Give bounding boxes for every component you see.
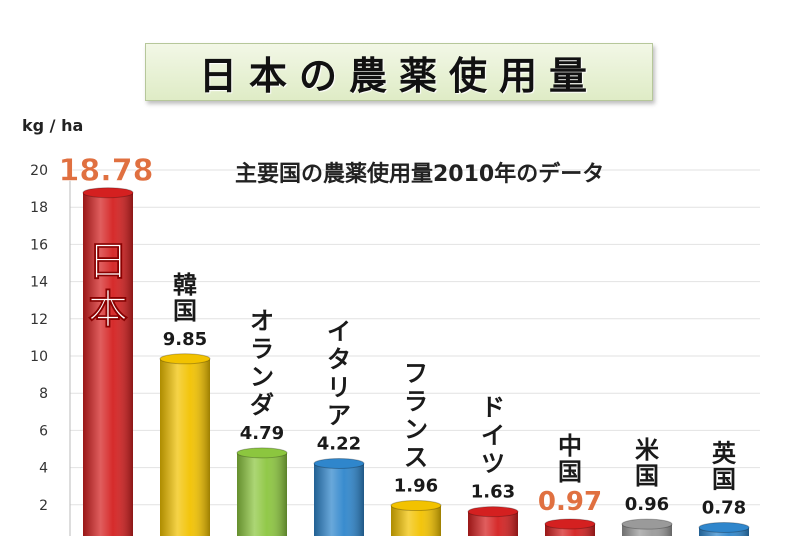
- bar-value-label: 1.63: [471, 482, 515, 503]
- y-tick-label: 18: [30, 200, 48, 216]
- bar-category-label: ア: [327, 402, 351, 430]
- y-tick-label: 20: [30, 163, 48, 179]
- bar-category-label: 国: [173, 297, 197, 325]
- bar-category-label: 韓: [173, 271, 197, 299]
- bar-category-label: タ: [327, 346, 351, 374]
- bar-shading: [314, 463, 364, 536]
- bar-category-label: フ: [404, 360, 428, 388]
- bar: [544, 518, 596, 536]
- bar-shading: [83, 192, 133, 536]
- bar-top: [159, 353, 211, 365]
- bar-category-label: 日: [88, 239, 128, 285]
- y-tick-label: 12: [30, 312, 48, 328]
- bar-category-label: ン: [404, 416, 428, 444]
- bar-category-label: 本: [88, 287, 128, 333]
- title-banner: 日本の農薬使用量: [145, 43, 653, 101]
- bar-category-label: 英: [712, 439, 737, 467]
- bar-top: [390, 500, 442, 512]
- bar-category-label: ツ: [481, 450, 505, 478]
- bar-shading: [237, 452, 287, 536]
- bar-top: [698, 521, 750, 533]
- bar-category-label: 国: [558, 458, 582, 486]
- y-tick-label: 14: [30, 275, 48, 291]
- bar: [313, 458, 365, 536]
- y-tick-label: 8: [39, 386, 48, 402]
- bar-category-label: イ: [481, 422, 505, 450]
- bars: [82, 187, 750, 536]
- chart-title: 日本の農薬使用量: [198, 53, 599, 98]
- bar-value-label: 4.22: [317, 434, 361, 455]
- bar-category-label: 米: [635, 436, 659, 464]
- bar-value-label: 4.79: [240, 423, 284, 444]
- bar-shading: [622, 524, 672, 536]
- bar-category-label: 国: [712, 465, 736, 493]
- y-axis: 2 4 6 8 10 12 14 16 18 20: [30, 163, 71, 536]
- bar-category-label: オ: [250, 307, 274, 335]
- bar-category-label: 国: [635, 462, 659, 490]
- bar-value-label: 9.85: [163, 329, 207, 350]
- bar: [236, 447, 288, 536]
- bar-top: [467, 506, 519, 518]
- bar-category-label: ラ: [404, 388, 428, 416]
- bar-shading: [160, 358, 210, 536]
- bar: [621, 518, 673, 536]
- bar-value-label: 18.78: [59, 154, 154, 189]
- bar-value-label: 0.97: [538, 487, 602, 517]
- bar-shading: [391, 505, 441, 536]
- bar: [159, 353, 211, 536]
- bar: [82, 187, 134, 536]
- bar: [698, 521, 750, 536]
- bar-top: [313, 458, 365, 470]
- y-tick-label: 10: [30, 349, 48, 365]
- bar-category-label: ラ: [250, 335, 274, 363]
- y-tick-label: 4: [39, 461, 48, 477]
- bar-category-label: リ: [327, 374, 351, 402]
- bar-category-label: ン: [250, 363, 274, 391]
- bar-value-label: 0.96: [625, 494, 669, 515]
- bar-category-label: 中: [558, 432, 582, 460]
- y-tick-label: 16: [30, 237, 48, 253]
- bar-category-label: ダ: [250, 391, 274, 419]
- y-tick-label: 2: [39, 498, 48, 514]
- bar-labels: 日本18.789.85韓国4.79オランダ4.22イタリア1.96フランス1.6…: [58, 153, 746, 518]
- chart-subtitle: 主要国の農薬使用量2010年のデータ: [235, 161, 604, 187]
- bar-category-label: ド: [481, 394, 505, 422]
- bar-category-label: ス: [404, 444, 428, 472]
- bar: [390, 500, 442, 536]
- bar: [467, 506, 519, 536]
- bar-top: [82, 187, 134, 199]
- y-axis-label: kg / ha: [22, 116, 83, 135]
- bar-top: [236, 447, 288, 459]
- bar-top: [621, 518, 673, 530]
- bar-value-label: 1.96: [394, 476, 438, 497]
- bar-category-label: イ: [327, 318, 351, 346]
- y-tick-label: 6: [39, 423, 48, 439]
- grid-lines: [70, 169, 760, 506]
- bar-top: [544, 518, 596, 530]
- bar-value-label: 0.78: [702, 497, 746, 518]
